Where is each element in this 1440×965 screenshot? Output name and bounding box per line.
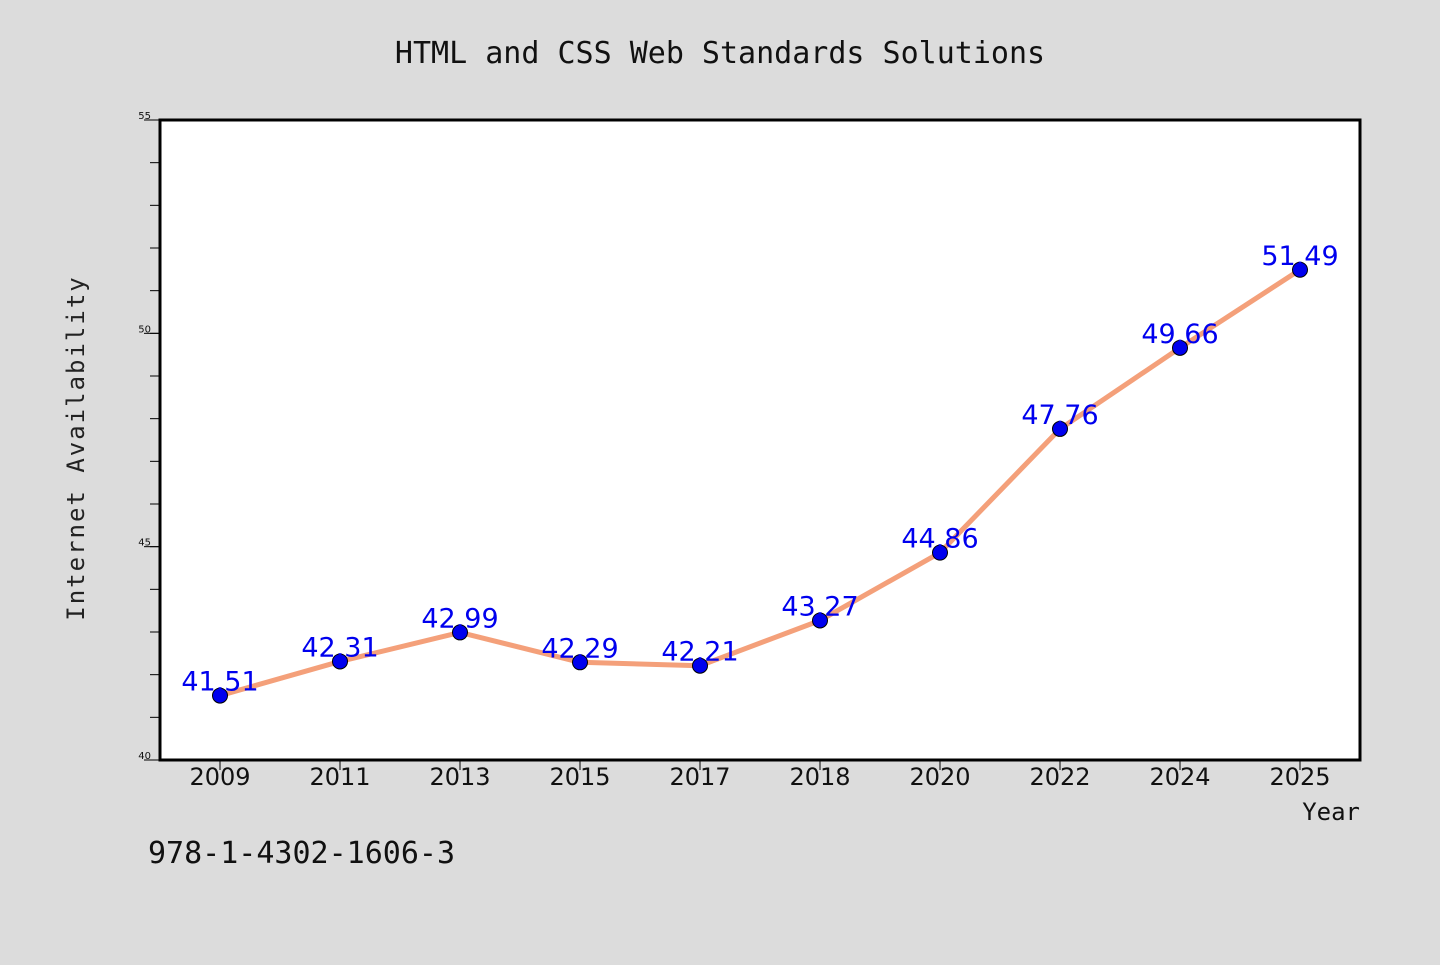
x-tick-label: 2020 [909, 763, 970, 791]
data-point [1292, 261, 1308, 278]
data-point [572, 654, 588, 671]
data-point [1172, 339, 1188, 356]
data-point [212, 687, 228, 704]
x-tick-label: 2024 [1149, 763, 1210, 791]
y-tick-label: 55 [138, 111, 151, 122]
data-point [932, 544, 948, 561]
x-tick-label: 2022 [1029, 763, 1090, 791]
data-label: 42.21 [661, 637, 738, 668]
data-label: 49.66 [1141, 319, 1218, 350]
data-label: 41.51 [181, 667, 258, 698]
y-tick-label: 40 [138, 751, 151, 762]
x-axis-ticks: 2009 2011 2013 2015 2017 2018 2020 2022 2024 2025 [189, 760, 1331, 791]
x-tick-label: 2017 [669, 763, 730, 791]
data-label: 42.99 [421, 603, 498, 634]
x-tick-label: 2013 [429, 763, 490, 791]
y-axis-label: Internet Availability [62, 275, 90, 620]
y-tick-label: 45 [138, 538, 151, 549]
plot-area [158, 118, 1362, 762]
series-layer: 41.51 42.31 42.99 42.29 42.21 43.27 44.86 47.76… [181, 241, 1339, 704]
data-label: 43.27 [781, 591, 858, 622]
series-line [217, 267, 1303, 699]
data-label: 51.49 [1261, 241, 1338, 272]
data-label: 42.29 [541, 633, 618, 664]
x-axis-label: Year [1302, 798, 1360, 826]
x-tick-label: 2009 [189, 763, 250, 791]
data-label: 47.76 [1021, 400, 1098, 431]
isbn-annotation: 978-1-4302-1606-3 [148, 836, 455, 871]
data-label: 42.31 [301, 632, 378, 663]
data-point [692, 657, 708, 674]
data-label: 44.86 [901, 524, 978, 555]
y-tick-label: 50 [138, 324, 151, 335]
x-tick-label: 2015 [549, 763, 610, 791]
data-point [452, 624, 468, 641]
x-tick-label: 2025 [1269, 763, 1330, 791]
y-axis-ticks: 40 45 50 55 [138, 111, 160, 762]
data-point [812, 612, 828, 629]
x-tick-label: 2011 [309, 763, 370, 791]
data-point [1052, 420, 1068, 437]
data-point [332, 653, 348, 670]
x-tick-label: 2018 [789, 763, 850, 791]
chart-title: HTML and CSS Web Standards Solutions [395, 36, 1045, 71]
